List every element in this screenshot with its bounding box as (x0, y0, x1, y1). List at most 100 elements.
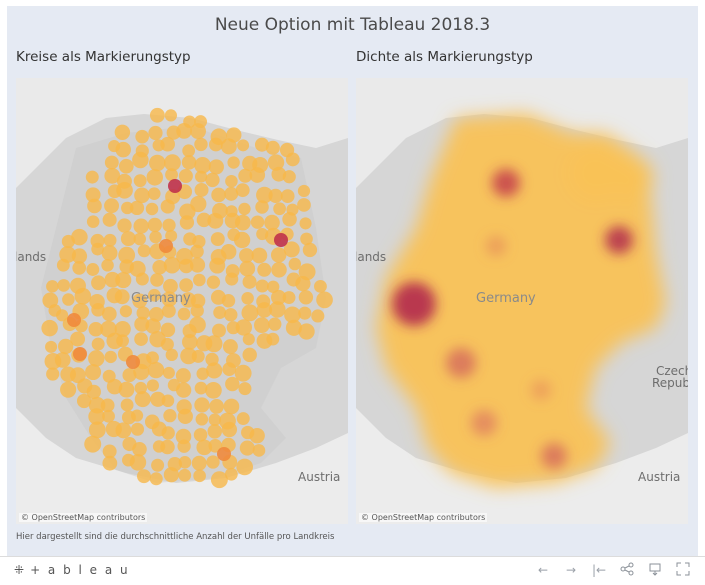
circle-mark[interactable] (249, 427, 265, 444)
circle-mark[interactable] (120, 398, 134, 412)
circle-mark[interactable] (118, 158, 134, 174)
circle-mark[interactable] (102, 444, 117, 459)
circle-mark[interactable] (233, 231, 251, 249)
circle-mark[interactable] (222, 339, 238, 355)
circle-mark[interactable] (101, 306, 117, 322)
circle-mark[interactable] (221, 421, 238, 438)
circle-mark[interactable] (135, 129, 149, 144)
circle-mark[interactable] (300, 232, 313, 246)
circle-mark[interactable] (88, 321, 104, 337)
circle-mark[interactable] (268, 317, 282, 331)
circle-mark[interactable] (160, 439, 175, 455)
circle-mark[interactable] (88, 408, 105, 425)
circle-mark[interactable] (207, 424, 222, 439)
circle-mark[interactable] (177, 439, 191, 453)
circle-mark[interactable] (179, 258, 194, 274)
circle-mark[interactable] (189, 257, 206, 273)
circle-mark[interactable] (195, 413, 209, 426)
circle-mark[interactable] (316, 291, 333, 309)
circle-mark[interactable] (220, 138, 237, 155)
circle-mark[interactable] (208, 159, 224, 175)
circle-mark[interactable] (178, 468, 192, 482)
circle-mark[interactable] (91, 302, 105, 317)
circle-mark[interactable] (58, 338, 74, 355)
circle-mark[interactable] (206, 275, 221, 289)
circle-mark[interactable] (149, 472, 163, 486)
circle-mark[interactable] (250, 215, 265, 229)
circle-mark[interactable] (115, 272, 132, 289)
circle-mark[interactable] (241, 304, 259, 322)
circle-mark[interactable] (253, 317, 270, 333)
circle-mark[interactable] (196, 367, 209, 380)
circle-mark[interactable] (255, 200, 269, 214)
circle-mark[interactable] (194, 157, 211, 174)
circle-mark[interactable] (254, 137, 270, 152)
circle-mark[interactable] (134, 391, 151, 408)
circle-mark[interactable] (72, 261, 87, 275)
circle-mark[interactable] (194, 381, 208, 395)
circle-mark[interactable] (76, 393, 92, 409)
circle-mark[interactable] (54, 352, 71, 368)
circle-mark[interactable] (225, 174, 238, 188)
circle-mark[interactable] (285, 152, 300, 167)
share-button[interactable] (619, 562, 635, 578)
circle-mark[interactable] (256, 186, 273, 204)
circle-mark[interactable] (302, 242, 318, 258)
circle-mark[interactable] (280, 189, 295, 203)
circle-mark[interactable] (46, 367, 60, 381)
circle-mark[interactable] (118, 246, 136, 264)
circle-mark[interactable] (102, 409, 115, 423)
circle-mark-highlight[interactable] (168, 179, 182, 193)
circle-mark[interactable] (130, 422, 145, 436)
circle-mark[interactable] (133, 218, 149, 234)
circle-mark[interactable] (119, 305, 133, 318)
circle-mark[interactable] (145, 202, 159, 216)
circle-mark[interactable] (118, 381, 135, 398)
circle-mark[interactable] (190, 304, 204, 318)
circle-mark[interactable] (209, 257, 226, 274)
circle-mark[interactable] (298, 290, 314, 305)
circle-mark[interactable] (224, 467, 238, 481)
circle-mark[interactable] (273, 202, 286, 216)
fullscreen-button[interactable] (675, 562, 691, 578)
circle-mark-highlight[interactable] (73, 347, 87, 361)
circle-mark[interactable] (191, 349, 205, 363)
circle-mark[interactable] (120, 231, 136, 247)
circle-mark[interactable] (59, 246, 77, 263)
circle-mark[interactable] (179, 278, 194, 292)
density-map[interactable]: lands Germany Czech Republic Austria © O… (356, 78, 688, 524)
circle-mark[interactable] (132, 151, 149, 169)
circle-mark-highlight[interactable] (217, 447, 231, 461)
circle-mark[interactable] (85, 170, 99, 184)
circle-mark[interactable] (209, 399, 224, 414)
circle-mark[interactable] (86, 215, 100, 228)
circle-mark[interactable] (223, 398, 240, 415)
circle-mark[interactable] (239, 260, 256, 277)
circle-map[interactable]: lands Germany Austria © OpenStreetMap co… (16, 78, 348, 524)
circle-mark[interactable] (146, 351, 159, 365)
circle-mark[interactable] (177, 408, 193, 424)
circle-mark[interactable] (102, 212, 117, 227)
circle-mark[interactable] (234, 364, 252, 382)
circle-mark[interactable] (224, 308, 238, 322)
circle-mark[interactable] (283, 241, 300, 258)
circle-mark[interactable] (134, 332, 148, 346)
circle-mark[interactable] (193, 273, 206, 287)
download-button[interactable] (647, 562, 663, 578)
redo-button[interactable]: → (565, 563, 577, 577)
circle-mark[interactable] (239, 440, 255, 456)
circle-mark[interactable] (238, 382, 252, 396)
circle-mark[interactable] (221, 293, 236, 308)
circle-mark[interactable] (212, 323, 226, 338)
circle-mark[interactable] (241, 292, 254, 305)
circle-mark[interactable] (165, 229, 178, 242)
circle-mark[interactable] (134, 187, 150, 204)
circle-mark[interactable] (163, 256, 181, 274)
circle-mark[interactable] (115, 141, 131, 158)
circle-mark[interactable] (299, 217, 312, 230)
circle-mark[interactable] (208, 413, 221, 426)
circle-mark[interactable] (102, 455, 118, 471)
circle-mark[interactable] (298, 306, 312, 320)
circle-mark[interactable] (88, 350, 105, 367)
circle-mark[interactable] (179, 215, 195, 230)
